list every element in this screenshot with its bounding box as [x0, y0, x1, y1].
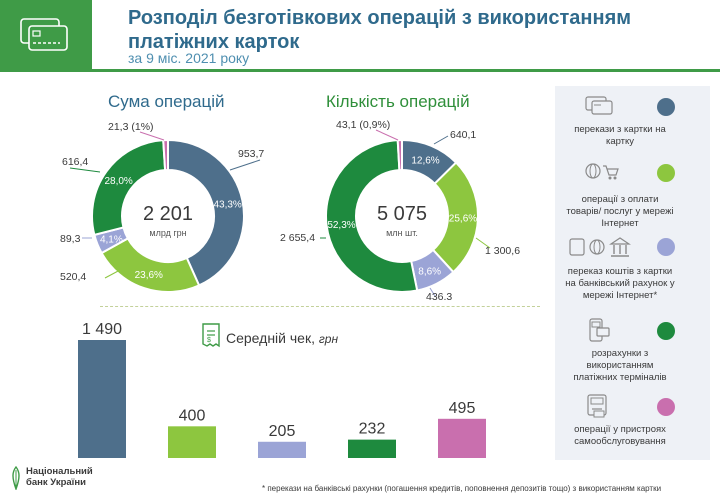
bar-chart-average-check: 1 490 400 205 232 495	[78, 321, 486, 458]
slice-value-label: 640,1	[450, 129, 476, 141]
bank-name: Національний банк України	[26, 466, 93, 488]
leader-line	[229, 159, 261, 171]
slice-percent-label: 52,3%	[327, 220, 355, 231]
nbu-logo-icon	[12, 466, 20, 490]
donut2-title: Кількість операцій	[326, 92, 470, 111]
page-title: Розподіл безготівкових операцій з викори…	[128, 7, 632, 53]
donut-slice	[325, 139, 419, 293]
slice-value-label: 89,3	[60, 233, 81, 245]
bar-value-label: 400	[179, 407, 206, 424]
donut-slice	[396, 138, 403, 172]
bar-value-label: 205	[269, 423, 296, 440]
slice-percent-label: 23,6%	[135, 270, 163, 281]
legend-dot	[657, 98, 675, 116]
bar-chart-title: Середній чек, грн	[226, 330, 338, 346]
header: Розподіл безготівкових операцій з викори…	[0, 0, 720, 72]
donut-center-unit: млн шт.	[386, 228, 418, 238]
legend-label: операції у пристроях самообслуговування	[574, 424, 666, 447]
donut-center-unit: млрд грн	[149, 228, 186, 238]
donut-chart-sum: 43,3% 953,7 23,6% 520,4 4,1% 89,3 28,0% 616,4 21…	[60, 121, 264, 293]
card-transfer-icon	[585, 96, 613, 115]
legend-item-atm: операції у пристроях самообслуговування	[555, 392, 710, 458]
slice-value-label: 953,7	[238, 148, 264, 160]
legend-item-online-shopping: операції з оплати товарів/ послуг у мере…	[555, 158, 710, 230]
donut-center-value: 5 075	[377, 203, 427, 225]
legend-label: розрахунки з використанням платіжних тер…	[573, 348, 667, 383]
slice-percent-label: 12,6%	[411, 156, 439, 167]
slice-percent-label: 8,6%	[418, 266, 441, 277]
slice-percent-label: 28,0%	[104, 176, 132, 187]
online-shopping-icon	[585, 163, 619, 180]
legend-label: операції з оплати товарів/ послуг у мере…	[566, 194, 674, 229]
receipt-icon: $	[202, 323, 220, 348]
page-subtitle: за 9 міс. 2021 року	[128, 50, 250, 66]
bar	[78, 340, 126, 458]
legend-dot	[657, 164, 675, 182]
bar-chart-unit: грн	[318, 332, 339, 346]
legend-label: перекази з картки на картку	[574, 124, 666, 147]
slice-value-label: 520,4	[60, 271, 86, 283]
bank-transfer-icon	[569, 237, 631, 257]
bar-value-label: 232	[359, 421, 386, 438]
legend-label: переказ коштів з картки на банківський р…	[565, 266, 675, 301]
bank-name-line1: Національний	[26, 466, 93, 477]
donut-slice	[162, 138, 169, 172]
legend-item-bank-transfer: переказ коштів з картки на банківський р…	[555, 232, 710, 312]
leader-line	[139, 131, 165, 141]
leader-line	[69, 167, 101, 173]
header-divider	[0, 69, 720, 72]
legend-item-pos-terminal: розрахунки з використанням платіжних тер…	[555, 316, 710, 388]
slice-percent-label: 4,1%	[100, 235, 123, 246]
donut-slice	[100, 237, 201, 293]
bar-chart-title-text: Середній чек,	[226, 330, 315, 346]
slice-value-label: 436,3	[426, 291, 452, 300]
bank-name-line2: банк України	[26, 477, 86, 488]
slice-value-label: 21,3 (1%)	[108, 121, 154, 133]
slice-value-label: 616,4	[62, 156, 88, 168]
bar	[348, 439, 396, 458]
leader-line	[433, 135, 449, 145]
slice-value-label: 43,1 (0,9%)	[336, 120, 390, 131]
cards-icon	[20, 18, 68, 51]
legend-panel: перекази з картки на картку операції з о…	[555, 86, 710, 460]
bar-value-label: 1 490	[82, 321, 122, 338]
slice-percent-label: 43,3%	[213, 199, 241, 210]
bar	[168, 426, 216, 458]
footnote: * перекази на банківські рахунки (погаше…	[262, 484, 662, 493]
leader-line	[104, 269, 121, 279]
leader-line	[475, 237, 491, 249]
legend-dot	[657, 238, 675, 256]
donut-center-value: 2 201	[143, 203, 193, 225]
donut-chart-count: 12,6% 640,1 25,6% 1 300,6 8,6% 436,3 52,3% 2 65…	[280, 120, 520, 300]
donut1-title: Сума операцій	[108, 92, 225, 111]
legend-item-card-transfer: перекази з картки на картку	[555, 92, 710, 154]
pos-terminal-icon	[589, 318, 610, 342]
slice-percent-label: 25,6%	[449, 214, 477, 225]
slice-value-label: 2 655,4	[280, 232, 315, 244]
bar	[258, 441, 306, 458]
donut-slice	[167, 138, 245, 287]
section-divider	[100, 306, 540, 307]
legend-dot	[657, 322, 675, 340]
bar	[438, 418, 486, 458]
leader-line	[375, 129, 399, 141]
bar-value-label: 495	[449, 400, 476, 417]
leader-line	[429, 287, 436, 297]
svg-text:$: $	[207, 337, 211, 344]
atm-icon	[587, 394, 607, 418]
legend-dot	[657, 398, 675, 416]
slice-value-label: 1 300,6	[485, 245, 520, 257]
